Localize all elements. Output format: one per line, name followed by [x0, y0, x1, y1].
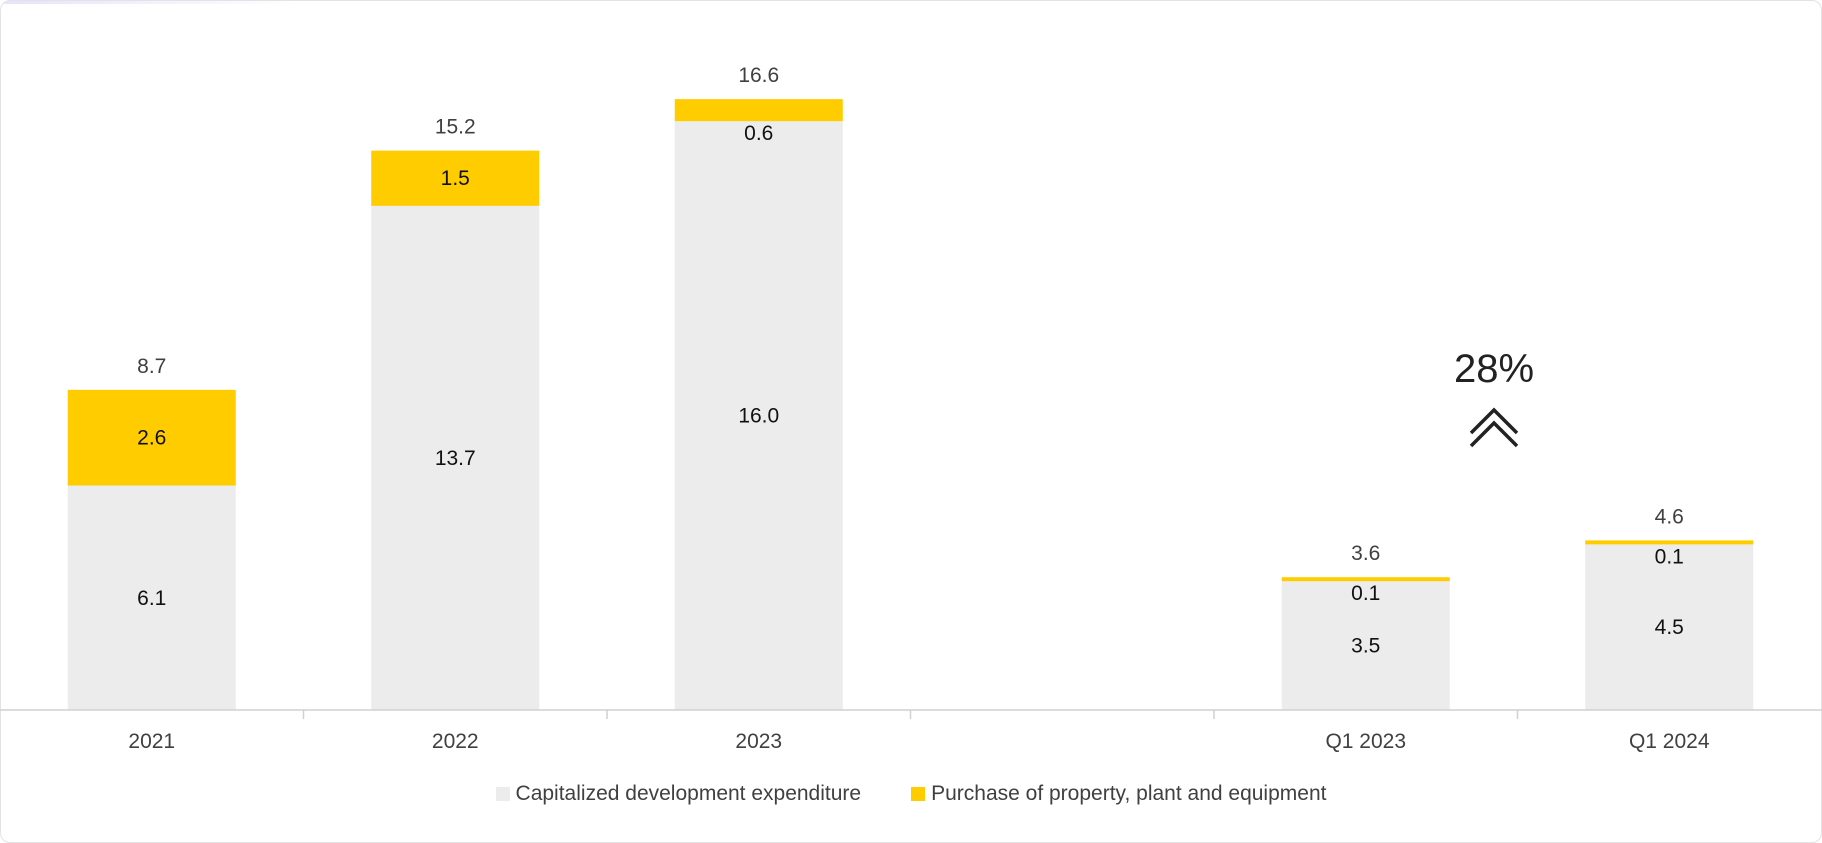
segment-label: 3.5 [1351, 635, 1380, 658]
x-tick-label: 2022 [432, 730, 479, 753]
total-label: 3.6 [1351, 542, 1380, 565]
bar-segment-capex-dev-0 [67, 485, 236, 710]
segment-label: 4.5 [1655, 616, 1684, 639]
x-tick-label: Q1 2024 [1629, 730, 1710, 753]
x-tick-label: Q1 2023 [1325, 730, 1406, 753]
bar-segment-capex-dev-4 [1281, 581, 1450, 710]
total-label: 4.6 [1655, 505, 1684, 528]
segment-label: 16.0 [738, 405, 779, 428]
bar-segment-ppe-1 [371, 150, 540, 206]
legend: Capitalized development expenditure Purch… [0, 782, 1822, 806]
segment-label: 13.7 [435, 447, 476, 470]
growth-percentage: 28% [1454, 347, 1534, 391]
double-chevron-up-icon [1469, 407, 1519, 448]
bar-segment-capex-dev-2 [674, 121, 843, 710]
bar-segment-capex-dev-5 [1585, 544, 1754, 710]
total-label: 15.2 [435, 116, 476, 139]
segment-label: 0.6 [744, 122, 773, 145]
x-tick-label: 2023 [735, 730, 782, 753]
legend-label: Capitalized development expenditure [515, 782, 862, 805]
growth-callout: 28% [1454, 347, 1534, 448]
legend-item: Purchase of property, plant and equipmen… [911, 782, 1326, 806]
bar-segment-ppe-5 [1585, 540, 1754, 545]
x-axis: 2021 2022 2023 Q1 2023 Q1 2024 [0, 709, 1822, 753]
bar-segment-ppe-4 [1281, 577, 1450, 582]
labels-layer: 6.1 2.6 8.7 13.7 1.5 15.2 16.0 0.6 16.6 3.5 0.1 3.6… [137, 64, 1684, 657]
legend-swatch [495, 787, 510, 801]
segment-label: 0.1 [1351, 582, 1380, 605]
legend-item: Capitalized development expenditure [495, 782, 862, 806]
chevron-up-icon [1469, 420, 1519, 448]
segment-label: 6.1 [137, 587, 166, 610]
bar-segment-ppe-2 [674, 99, 843, 122]
legend-label: Purchase of property, plant and equipmen… [931, 782, 1327, 805]
bars-layer [67, 99, 1754, 710]
chevron-up-icon [1469, 407, 1519, 435]
segment-label: 0.1 [1655, 545, 1684, 568]
segment-label: 2.6 [137, 427, 166, 450]
frame-accent [1, 1, 301, 4]
total-label: 16.6 [738, 64, 779, 87]
total-label: 8.7 [137, 355, 166, 378]
segment-label: 1.5 [441, 167, 470, 190]
legend-swatch [911, 787, 926, 801]
bar-segment-ppe-0 [67, 389, 236, 486]
bar-segment-capex-dev-1 [371, 205, 540, 710]
x-tick-label: 2021 [128, 730, 175, 753]
